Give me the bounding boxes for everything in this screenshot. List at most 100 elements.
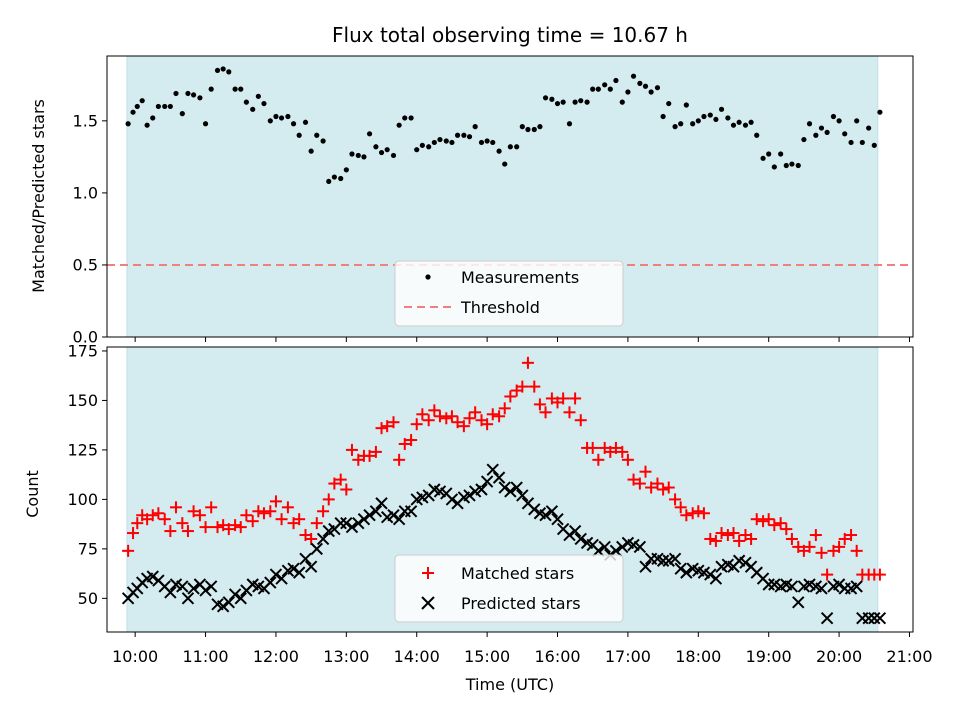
predicted-star-point: [551, 512, 564, 526]
measurement-point: [267, 118, 273, 124]
measurement-point: [859, 139, 865, 146]
y-tick-label: 75: [78, 539, 98, 558]
matched-star-point: [281, 501, 294, 514]
matched-star-point: [222, 523, 235, 536]
predicted-star-point: [357, 512, 371, 526]
measurement-point: [666, 100, 672, 107]
matched-star-point: [493, 410, 506, 423]
predicted-star-point: [463, 489, 476, 502]
predicted-star-point: [181, 592, 195, 605]
measurement-point: [296, 132, 302, 138]
measurement-point: [642, 83, 649, 89]
measurement-point: [208, 86, 214, 92]
measurement-point: [848, 139, 854, 146]
predicted-star-point: [275, 572, 288, 585]
predicted-star-stroke: [656, 554, 670, 567]
predicted-star-point: [176, 580, 189, 593]
legend-predicted-marker: [421, 596, 435, 610]
predicted-star-stroke: [363, 509, 376, 522]
matched-star-point: [674, 501, 687, 514]
matched-star-point: [569, 392, 582, 405]
predicted-star-point: [868, 611, 881, 625]
measurement-point: [454, 132, 461, 138]
matched-star-point: [187, 505, 200, 518]
matched-star-point: [715, 527, 728, 540]
predicted-star-stroke: [357, 512, 371, 526]
predicted-star-point: [850, 580, 863, 593]
measurement-point: [419, 142, 425, 148]
measurement-point: [619, 99, 625, 105]
predicted-star-stroke: [639, 560, 652, 573]
predicted-star-stroke: [803, 578, 816, 591]
predicted-star-stroke: [533, 507, 547, 520]
predicted-star-stroke: [164, 586, 177, 599]
measurement-point: [602, 82, 608, 88]
predicted-star-point: [199, 584, 212, 597]
measurement-point: [725, 115, 731, 121]
matched-star-point: [387, 416, 400, 429]
measurement-point: [361, 154, 367, 160]
y-tick-label: 175: [67, 341, 98, 360]
matched-star-point: [322, 493, 335, 506]
measurement-point: [314, 132, 320, 138]
predicted-star-stroke: [539, 509, 552, 522]
matched-star-point: [131, 517, 144, 530]
y-tick-label: 50: [78, 589, 98, 608]
matched-star-point: [662, 481, 675, 494]
predicted-star-stroke: [850, 580, 863, 593]
predicted-star-point: [334, 516, 347, 530]
legend-measurements-label: Measurements: [461, 268, 579, 287]
matched-star-point: [469, 406, 482, 419]
matched-star-point: [609, 441, 622, 454]
measurement-point: [402, 115, 408, 121]
predicted-star-stroke: [627, 538, 640, 552]
predicted-star-stroke: [275, 572, 288, 585]
predicted-star-stroke: [387, 509, 400, 522]
predicted-star-stroke: [756, 572, 770, 585]
bottom-legend: Matched stars Predicted stars: [394, 554, 624, 623]
predicted-star-stroke: [545, 505, 559, 518]
predicted-star-point: [785, 580, 799, 593]
measurement-point: [789, 161, 795, 167]
predicted-star-point: [369, 505, 383, 518]
predicted-star-point: [304, 560, 318, 573]
predicted-star-point: [445, 493, 459, 506]
predicted-star-stroke: [792, 596, 805, 609]
measurement-point: [566, 121, 573, 127]
measurement-point: [813, 132, 819, 138]
matched-star-point: [616, 445, 629, 458]
matched-star-point: [821, 568, 834, 581]
measurement-point: [443, 138, 449, 144]
measurement-point: [349, 151, 355, 157]
predicted-star-point: [352, 516, 365, 530]
bottom-y-axis-label: Count: [23, 470, 42, 518]
predicted-star-stroke: [486, 463, 499, 476]
matched-star-point: [833, 540, 846, 553]
matched-star-point: [639, 465, 652, 478]
predicted-star-stroke: [404, 505, 418, 518]
measurement-point: [730, 122, 737, 128]
matched-star-point: [845, 529, 858, 542]
predicted-star-point: [873, 611, 887, 625]
predicted-star-points: [121, 463, 887, 625]
measurement-point: [842, 131, 848, 137]
measurement-point: [226, 69, 232, 75]
predicted-star-stroke: [392, 512, 406, 526]
measurement-point: [525, 126, 531, 133]
matched-star-point: [340, 483, 353, 496]
predicted-star-stroke: [551, 512, 564, 526]
predicted-star-point: [709, 572, 723, 585]
predicted-star-stroke: [674, 562, 687, 575]
measurement-point: [572, 99, 578, 105]
predicted-star-point: [545, 505, 559, 518]
measurement-point: [302, 119, 309, 125]
matched-star-point: [745, 532, 758, 545]
predicted-star-stroke: [445, 493, 459, 506]
measurement-point: [461, 132, 467, 138]
measurement-point: [542, 95, 549, 101]
predicted-star-stroke: [704, 568, 717, 581]
matched-star-point: [481, 418, 494, 431]
measurement-point: [190, 92, 197, 98]
matched-star-point: [774, 517, 787, 530]
predicted-star-stroke: [768, 578, 781, 591]
